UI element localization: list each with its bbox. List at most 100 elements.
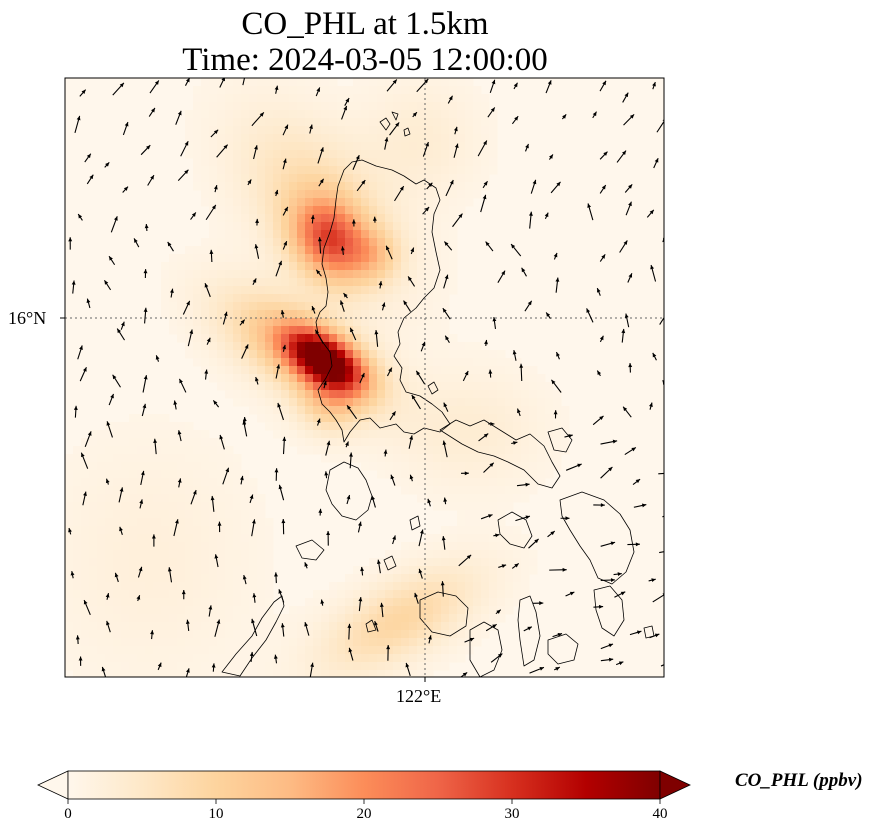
field-cell [321,190,330,199]
field-cell [441,142,450,151]
field-cell [377,102,386,111]
field-cell [129,430,138,439]
field-cell [361,302,370,311]
colorbar-tick-label: 20 [356,806,372,822]
field-cell [305,342,314,351]
field-cell [449,102,458,111]
field-cell [345,214,354,223]
field-cell [353,422,362,431]
wind-arrow-head [206,337,211,343]
field-cell [489,534,498,543]
field-cell [441,662,450,671]
field-cell [225,550,234,559]
field-cell [89,446,98,455]
field-cell [433,462,442,471]
field-cell [521,398,530,407]
field-cell [321,318,330,327]
wind-arrow-head [654,158,659,163]
field-cell [441,430,450,439]
field-cell [153,430,162,439]
field-cell [425,566,434,575]
field-cell [185,350,194,359]
field-cell [353,270,362,279]
field-cell [473,118,482,127]
wind-arrow-head [310,214,315,220]
field-cell [89,598,98,607]
field-cell [401,398,410,407]
field-cell [225,358,234,367]
field-cell [433,478,442,487]
field-cell [281,254,290,263]
field-cell [241,646,250,655]
wind-arrow-head [184,169,189,174]
field-cell [449,358,458,367]
field-cell [369,126,378,135]
field-cell [385,230,394,239]
field-cell [201,534,210,543]
wind-arrow-head [157,662,162,668]
field-cell [233,478,242,487]
wind-arrow-head [409,474,414,480]
wind-arrow-head [411,394,416,400]
wind-arrow-head [239,475,244,481]
field-cell [473,550,482,559]
field-cell [425,110,434,119]
wind-arrow-head [392,535,396,540]
field-cell [305,334,314,343]
field-cell [393,422,402,431]
field-cell [489,366,498,375]
field-cell [441,246,450,255]
field-cell [401,590,410,599]
field-cell [105,630,114,639]
field-cell [329,382,338,391]
field-cell [217,174,226,183]
wind-arrow-head [139,499,144,504]
field-cell [65,598,74,607]
field-cell [353,622,362,631]
field-cell [481,406,490,415]
field-cell [193,502,202,511]
field-cell [233,222,242,231]
field-cell [289,358,298,367]
field-cell [297,214,306,223]
field-cell [177,286,186,295]
field-cell [321,430,330,439]
field-cell [433,446,442,455]
field-cell [457,126,466,135]
field-cell [385,278,394,287]
field-cell [73,630,82,639]
field-cell [441,190,450,199]
field-cell [441,374,450,383]
field-cell [377,310,386,319]
field-cell [193,326,202,335]
field-cell [289,670,298,677]
wind-arrow-head [497,653,503,658]
field-cell [153,446,162,455]
field-cell [473,414,482,423]
field-cell [169,574,178,583]
field-cell [361,126,370,135]
wind-arrow-head [143,269,148,274]
field-cell [465,102,474,111]
field-cell [121,614,130,623]
field-cell [289,158,298,167]
field-cell [193,654,202,663]
field-cell [209,278,218,287]
field-cell [145,478,154,487]
field-cell [441,310,450,319]
field-cell [385,566,394,575]
field-cell [233,582,242,591]
field-cell [361,630,370,639]
field-cell [281,630,290,639]
field-cell [337,646,346,655]
field-cell [545,414,554,423]
field-cell [393,206,402,215]
field-cell [377,638,386,647]
field-cell [161,638,170,647]
field-cell [417,446,426,455]
field-cell [433,494,442,503]
field-cell [417,158,426,167]
field-cell [313,262,322,271]
wind-arrow-head [110,393,114,399]
lat-tick-label: 16°N [8,308,47,328]
